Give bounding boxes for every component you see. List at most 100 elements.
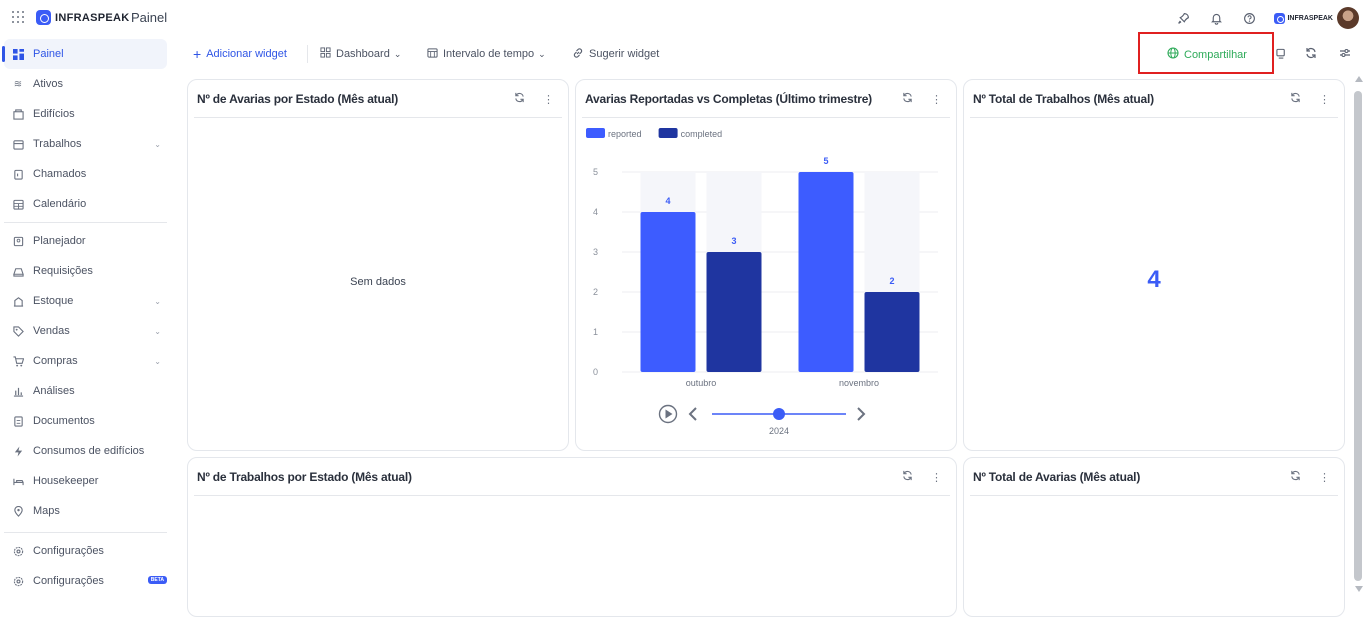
sidebar-item-planejador[interactable]: Planejador	[4, 226, 167, 256]
refresh-icon[interactable]	[1304, 46, 1318, 60]
sidebar-item-configuracoes-beta[interactable]: Configurações BETA	[4, 566, 167, 596]
sidebar-item-calendario[interactable]: Calendário	[4, 189, 167, 219]
refresh-icon[interactable]	[902, 470, 913, 484]
no-data-message: Sem dados	[350, 276, 406, 288]
time-interval-label: Intervalo de tempo	[443, 48, 535, 60]
y-tick-label: 2	[593, 287, 598, 297]
bar-completed-outubro	[706, 252, 762, 372]
sidebar-item-label: Vendas	[33, 325, 70, 337]
sidebar-item-edificios[interactable]: Edifícios	[4, 99, 167, 129]
brand-logo[interactable]: INFRASPEAK	[36, 10, 130, 25]
bar-reported-outubro	[640, 212, 696, 372]
sidebar-item-label: Housekeeper	[33, 475, 99, 487]
more-options-icon[interactable]: ⋮	[1319, 93, 1330, 106]
refresh-icon[interactable]	[1290, 92, 1301, 106]
chevron-right-icon	[857, 407, 866, 421]
widget-reported-vs-completed: Avarias Reportadas vs Completas (Último …	[575, 79, 957, 451]
building-icon	[12, 108, 24, 120]
page-scrollbar[interactable]	[1353, 76, 1363, 595]
sidebar-item-label: Trabalhos	[33, 138, 82, 150]
settings-sliders-icon[interactable]	[1338, 46, 1352, 60]
cart-icon	[12, 355, 24, 367]
sidebar-item-configuracoes[interactable]: Configurações	[4, 536, 167, 566]
sidebar-item-consumos[interactable]: Consumos de edifícios	[4, 436, 167, 466]
monitor-icon[interactable]	[1274, 46, 1288, 60]
sidebar-divider	[4, 222, 167, 223]
more-options-icon[interactable]: ⋮	[931, 471, 942, 484]
sidebar-item-label: Edifícios	[33, 108, 75, 120]
time-interval-dropdown[interactable]: Intervalo de tempo ⌄	[427, 47, 546, 61]
chevron-down-icon[interactable]: ⌄	[154, 356, 161, 366]
avatar[interactable]	[1337, 7, 1359, 29]
help-icon[interactable]	[1241, 10, 1257, 26]
scroll-down-arrow-icon[interactable]	[1355, 586, 1363, 592]
sidebar-item-label: Análises	[33, 385, 75, 397]
dashboard-layout-icon	[320, 47, 331, 61]
sidebar-item-requisicoes[interactable]: Requisições	[4, 256, 167, 286]
chevron-down-icon: ⌄	[393, 48, 402, 59]
sidebar-item-painel[interactable]: Painel	[2, 39, 167, 69]
link-icon	[572, 47, 584, 62]
account-brand[interactable]: INFRASPEAK	[1274, 12, 1333, 24]
widget-title: Nº Total de Trabalhos (Mês atual)	[973, 92, 1154, 106]
clipboard-icon	[12, 168, 24, 180]
assets-icon: ≋	[13, 78, 23, 90]
add-widget-button[interactable]: + Adicionar widget	[193, 46, 287, 62]
apps-grid-icon[interactable]	[12, 11, 24, 23]
sidebar-item-documentos[interactable]: Documentos	[4, 406, 167, 436]
scroll-thumb[interactable]	[1354, 91, 1362, 581]
suggest-widget-button[interactable]: Sugerir widget	[572, 47, 659, 61]
more-options-icon[interactable]: ⋮	[543, 93, 554, 106]
sidebar-item-ativos[interactable]: ≋ Ativos	[4, 69, 167, 99]
dashboard-dropdown[interactable]: Dashboard ⌄	[320, 47, 401, 61]
refresh-icon[interactable]	[1290, 470, 1301, 484]
share-label: Compartilhar	[1184, 48, 1247, 61]
gear-icon	[12, 575, 24, 587]
sidebar-item-maps[interactable]: Maps	[4, 496, 167, 526]
mini-brand-name: INFRASPEAK	[1287, 14, 1333, 22]
widget-actions: ⋮	[1272, 470, 1330, 484]
widget-title: Nº Total de Avarias (Mês atual)	[973, 470, 1141, 484]
total-jobs-value: 4	[1147, 266, 1161, 293]
sidebar-item-vendas[interactable]: Vendas ⌄	[4, 316, 167, 346]
widget-divider	[194, 117, 562, 118]
sidebar-item-label: Chamados	[33, 168, 87, 180]
refresh-icon[interactable]	[514, 92, 525, 106]
sidebar-item-trabalhos[interactable]: Trabalhos ⌄	[4, 129, 167, 159]
brand-name: INFRASPEAK	[55, 11, 130, 24]
chevron-down-icon[interactable]: ⌄	[154, 326, 161, 336]
logo-mark-icon	[36, 10, 51, 25]
y-tick-label: 4	[593, 207, 598, 217]
sidebar-item-label: Ativos	[33, 78, 63, 90]
widget-title: Avarias Reportadas vs Completas (Último …	[585, 92, 872, 106]
sidebar-item-estoque[interactable]: Estoque ⌄	[4, 286, 167, 316]
scroll-up-arrow-icon[interactable]	[1355, 76, 1363, 82]
plus-icon: +	[193, 46, 202, 62]
rocket-icon[interactable]	[1175, 10, 1191, 26]
widget-jobs-by-state: Nº de Trabalhos por Estado (Mês atual) ⋮	[187, 457, 957, 617]
widget-divider	[194, 495, 950, 496]
widget-breakdowns-by-state: Nº de Avarias por Estado (Mês atual) ⋮ S…	[187, 79, 569, 451]
sidebar-item-label: Compras	[33, 355, 78, 367]
chevron-down-icon[interactable]: ⌄	[154, 139, 161, 149]
share-button[interactable]: Compartilhar	[1167, 47, 1247, 62]
more-options-icon[interactable]: ⋮	[1319, 471, 1330, 484]
bell-icon[interactable]	[1208, 10, 1224, 26]
stock-icon	[12, 295, 24, 307]
sidebar-item-analises[interactable]: Análises	[4, 376, 167, 406]
sidebar-item-housekeeper[interactable]: Housekeeper	[4, 466, 167, 496]
chevron-down-icon[interactable]: ⌄	[154, 296, 161, 306]
mini-logo-icon	[1274, 12, 1286, 24]
reported-vs-completed-chart: reported completed 0 1 2 3 4 5 4 3 outubro 5 2 novemb…	[586, 128, 938, 436]
more-options-icon[interactable]: ⋮	[931, 93, 942, 106]
refresh-icon[interactable]	[902, 92, 913, 106]
dashboard-toolbar: + Adicionar widget Dashboard ⌄ Intervalo…	[180, 32, 1363, 74]
sidebar-item-chamados[interactable]: Chamados	[4, 159, 167, 189]
calendar-icon	[427, 47, 438, 61]
tag-icon	[12, 325, 24, 337]
sidebar-item-compras[interactable]: Compras ⌄	[4, 346, 167, 376]
tray-icon	[12, 265, 24, 277]
widget-divider	[970, 117, 1338, 118]
planner-icon	[12, 235, 24, 247]
sidebar-item-label: Configurações	[33, 575, 104, 587]
